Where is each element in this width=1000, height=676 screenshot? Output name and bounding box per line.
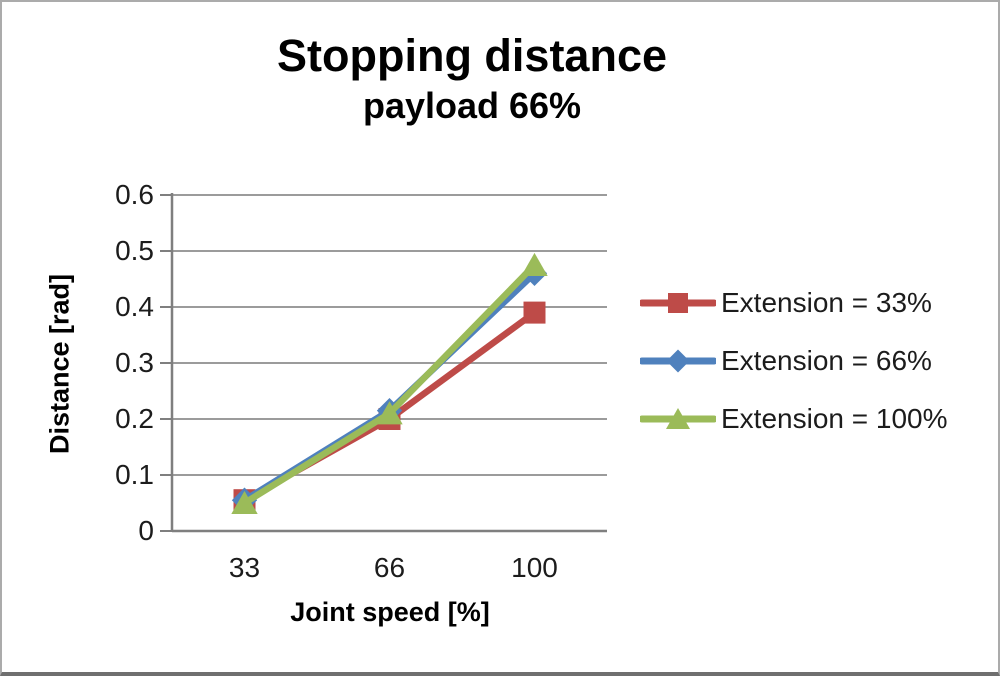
legend-marker-triangle-up-icon (640, 407, 716, 429)
x-axis-title: Joint speed [%] (290, 597, 490, 627)
y-tick-label: 0.5 (115, 235, 154, 266)
x-tick-label: 33 (228, 552, 261, 583)
legend-item: Extension = 100% (640, 396, 948, 441)
y-tick-label: 0 (138, 515, 154, 546)
legend-marker-diamond-icon (640, 349, 716, 372)
legend-item: Extension = 66% (640, 338, 948, 383)
legend: Extension = 33% Extension = 66% Extension … (640, 280, 948, 441)
x-tick-label: 100 (511, 552, 558, 583)
y-axis-title: Distance [rad] (44, 273, 75, 455)
data-point-marker (666, 407, 690, 429)
series-line (241, 261, 538, 507)
legend-item: Extension = 33% (640, 280, 948, 325)
data-point-marker (523, 301, 546, 324)
data-point-marker (521, 252, 548, 276)
legend-label: Extension = 33% (721, 286, 932, 318)
legend-label: Extension = 100% (721, 402, 948, 434)
legend-marker-square-icon (640, 292, 716, 313)
data-point-marker (376, 401, 403, 425)
y-tick-label: 0.6 (115, 179, 154, 210)
data-point-marker (666, 349, 690, 372)
data-point-marker (668, 292, 688, 313)
x-tick-label: 66 (373, 552, 406, 583)
data-point-marker (231, 490, 258, 514)
y-tick-label: 0.3 (115, 347, 154, 378)
legend-label: Extension = 66% (721, 344, 932, 376)
y-tick-label: 0.4 (115, 291, 154, 322)
y-tick-label: 0.1 (115, 459, 154, 490)
y-tick-label: 0.2 (115, 403, 154, 434)
